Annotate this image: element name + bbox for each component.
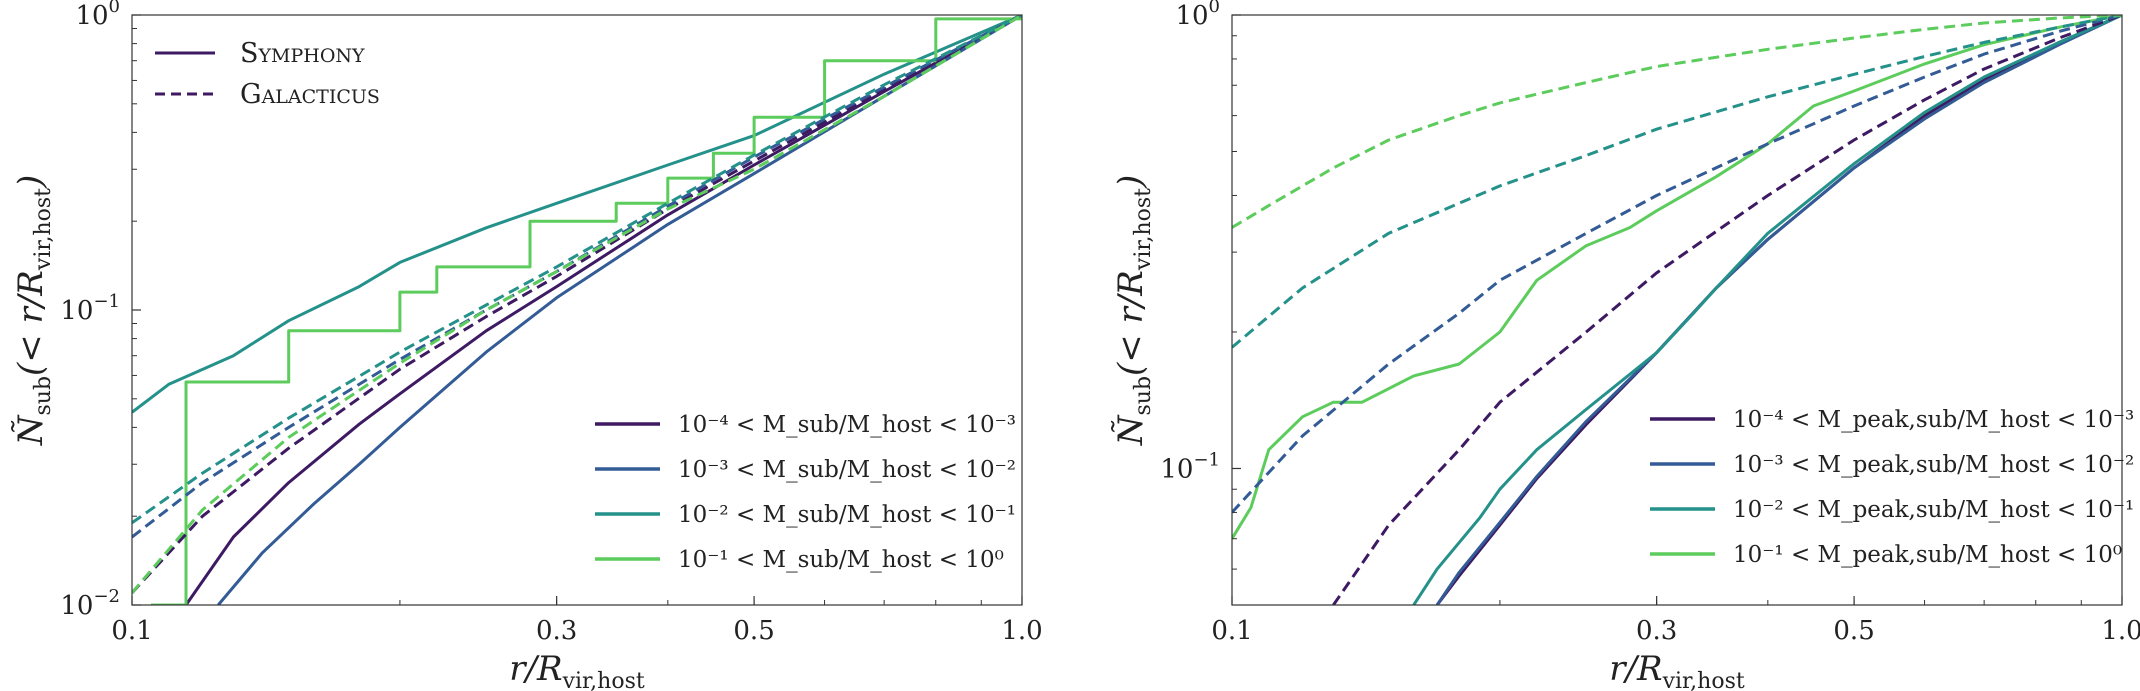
right-series-symphony-bin-3 [1412, 15, 2122, 605]
right-x-axis-label: r/Rvir,host [1609, 649, 1745, 691]
left-y-tick-label: 10−1 [60, 291, 120, 326]
left-ticks: 0.1 0.3 0.5 1.0 10−2 10−1 100 [60, 0, 1042, 646]
left-series-symphony-bin-4 [150, 15, 1022, 605]
right-x-tick-label: 0.1 [1211, 616, 1252, 646]
right-y-tick-label: 10−1 [1160, 449, 1220, 484]
right-legend-label-4: 10⁻¹ < M_peak,sub/M_host < 10⁰ [1733, 542, 2122, 568]
left-x-tick-label: 0.3 [536, 616, 577, 646]
left-legend-label-1: 10⁻⁴ < M_sub/M_host < 10⁻³ [678, 412, 1016, 438]
right-axes-frame [1231, 14, 2123, 606]
left-legend-label-3: 10⁻² < M_sub/M_host < 10⁻¹ [678, 502, 1016, 528]
right-series-galacticus-bin-3 [1232, 15, 2122, 349]
left-series-symphony-bin-3 [132, 15, 1022, 414]
left-series-galacticus-bin-3 [132, 15, 1022, 525]
left-x-axis-label: r/Rvir,host [509, 649, 645, 691]
right-legend-label-3: 10⁻² < M_peak,sub/M_host < 10⁻¹ [1733, 497, 2134, 523]
right-x-tick-label: 0.3 [1636, 616, 1677, 646]
right-series-galacticus-bin-1 [1332, 15, 2122, 605]
left-series-symphony-bin-2 [217, 15, 1022, 605]
right-plot-series [1232, 15, 2122, 605]
left-style-legend: Symphony Galacticus [155, 38, 380, 110]
right-y-tick-label: 100 [1175, 0, 1220, 31]
right-series-galacticus-bin-4 [1232, 15, 2122, 229]
right-series-symphony-bin-4 [1232, 15, 2122, 540]
right-legend-label-2: 10⁻³ < M_peak,sub/M_host < 10⁻² [1733, 452, 2134, 478]
left-y-axis-label: Ñsub(< r/Rvir,host) [10, 175, 56, 447]
left-x-tick-label: 1.0 [1001, 616, 1042, 646]
left-series-galacticus-bin-1 [132, 15, 1022, 594]
left-legend-label-4: 10⁻¹ < M_sub/M_host < 10⁰ [678, 547, 1004, 573]
left-plot-series [132, 15, 1022, 605]
right-series-galacticus-bin-2 [1232, 15, 2122, 514]
left-panel: 0.1 0.3 0.5 1.0 10−2 10−1 100 r/Rvir,host Ñsub… [10, 0, 1043, 691]
left-x-tick-label: 0.1 [111, 616, 152, 646]
right-x-tick-label: 0.5 [1833, 616, 1874, 646]
left-y-tick-label: 10−2 [60, 586, 120, 621]
left-bin-legend: 10⁻⁴ < M_sub/M_host < 10⁻³ 10⁻³ < M_sub/… [595, 412, 1016, 573]
left-legend-label-2: 10⁻³ < M_sub/M_host < 10⁻² [678, 457, 1016, 483]
right-y-axis-label: Ñsub(< r/Rvir,host) [1110, 175, 1156, 447]
right-legend-label-1: 10⁻⁴ < M_peak,sub/M_host < 10⁻³ [1733, 407, 2134, 433]
style-legend-galacticus: Galacticus [240, 79, 380, 110]
right-ticks: 0.1 0.3 0.5 1.0 10−1 100 [1160, 0, 2140, 646]
right-bin-legend: 10⁻⁴ < M_peak,sub/M_host < 10⁻³ 10⁻³ < M… [1650, 407, 2134, 568]
style-legend-symphony: Symphony [240, 38, 365, 69]
left-x-tick-label: 0.5 [733, 616, 774, 646]
left-series-galacticus-bin-4 [132, 15, 1022, 594]
right-x-tick-label: 1.0 [2101, 616, 2140, 646]
right-panel: 0.1 0.3 0.5 1.0 10−1 100 r/Rvir,host Ñsub(< r… [1110, 0, 2140, 691]
left-series-symphony-bin-1 [184, 15, 1022, 605]
left-y-tick-label: 100 [75, 0, 120, 31]
